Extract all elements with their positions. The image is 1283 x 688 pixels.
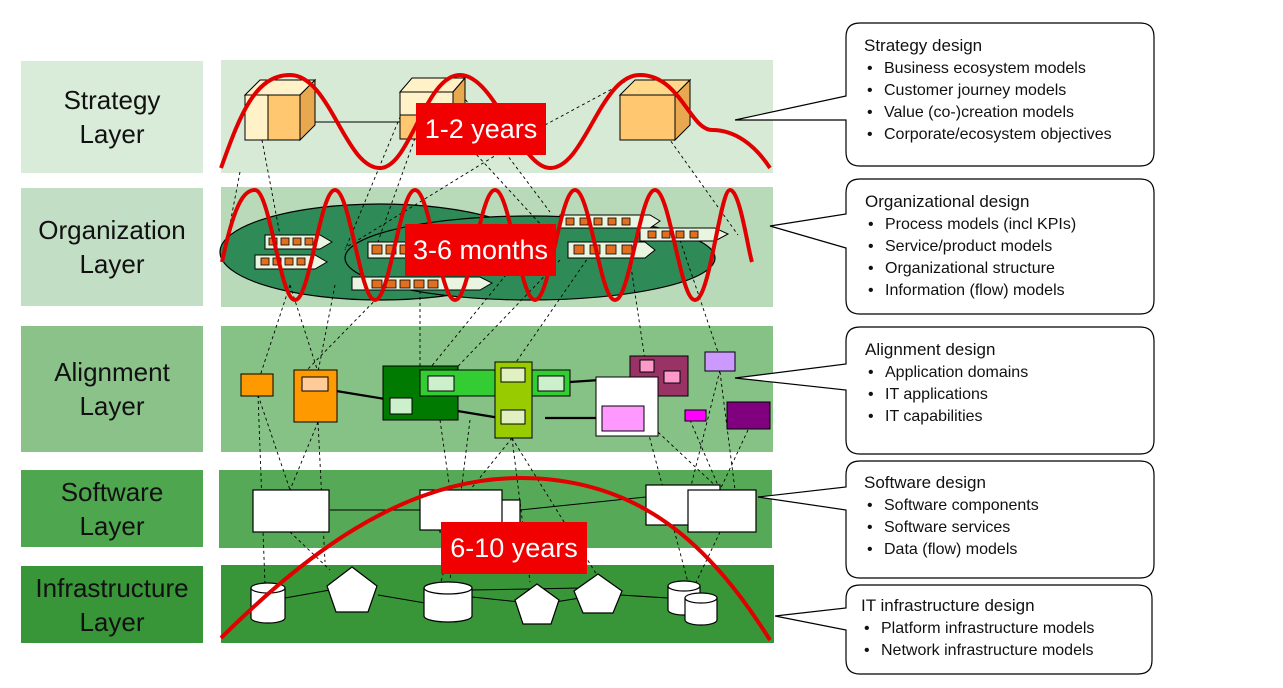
callout-item: Network infrastructure models bbox=[861, 640, 1146, 662]
alignment-label-line1: Alignment bbox=[54, 357, 170, 387]
callout-item: Software components bbox=[864, 495, 1149, 517]
cycle-curves bbox=[219, 72, 772, 642]
callout-item: Platform infrastructure models bbox=[861, 618, 1146, 640]
layer-label-alignment: Alignment Layer bbox=[21, 326, 203, 452]
app-magenta bbox=[684, 409, 707, 422]
badge-organization-cycle: 3-6 months bbox=[405, 224, 556, 276]
callout-software: Software design Software components Soft… bbox=[864, 472, 1149, 561]
callout-item: Organizational structure bbox=[865, 258, 1150, 280]
organization-wave bbox=[220, 187, 754, 303]
solid-links bbox=[284, 121, 669, 604]
layer-label-organization: Organization Layer bbox=[21, 188, 203, 306]
app-orange-small bbox=[240, 373, 274, 397]
callout-title: Organizational design bbox=[865, 192, 1030, 211]
infrastructure-arc bbox=[219, 475, 772, 642]
callout-item: Application domains bbox=[865, 362, 1150, 384]
strategy-label-line2: Layer bbox=[79, 119, 145, 149]
callout-alignment: Alignment design Application domains IT … bbox=[865, 339, 1150, 428]
callout-title: IT infrastructure design bbox=[861, 596, 1035, 615]
software-label-line1: Software bbox=[60, 476, 164, 507]
software-components bbox=[252, 484, 757, 533]
organization-label-line1: Organization bbox=[38, 215, 186, 245]
callout-item: Software services bbox=[864, 517, 1149, 539]
cylinder-icons bbox=[250, 580, 718, 626]
pentagon-icons bbox=[326, 566, 623, 625]
software-label-line2: Layer bbox=[79, 510, 145, 541]
layer-label-strategy: Strategy Layer bbox=[21, 61, 203, 173]
badge-infrastructure-cycle: 6-10 years bbox=[441, 522, 587, 574]
layer-label-software: Software Layer bbox=[21, 470, 203, 547]
cube-icon-left bbox=[243, 78, 317, 142]
callout-item: IT capabilities bbox=[865, 406, 1150, 428]
strategy-wave bbox=[219, 72, 772, 171]
callout-title: Alignment design bbox=[865, 340, 996, 359]
badge-strategy-cycle: 1-2 years bbox=[416, 103, 546, 155]
callout-item: Process models (incl KPIs) bbox=[865, 214, 1150, 236]
callout-item: Business ecosystem models bbox=[864, 58, 1149, 80]
callout-item: Service/product models bbox=[865, 236, 1150, 258]
callout-item: IT applications bbox=[865, 384, 1150, 406]
callout-strategy: Strategy design Business ecosystem model… bbox=[864, 35, 1149, 146]
alignment-label-line2: Layer bbox=[79, 391, 145, 421]
callout-organization: Organizational design Process models (in… bbox=[865, 191, 1150, 302]
callout-item: Corporate/ecosystem objectives bbox=[864, 124, 1149, 146]
app-purple bbox=[726, 401, 771, 430]
layer-label-infrastructure: Infrastructure Layer bbox=[21, 566, 203, 643]
callout-item: Information (flow) models bbox=[865, 280, 1150, 302]
callout-title: Strategy design bbox=[864, 36, 983, 55]
infrastructure-label-line1: Infrastructure bbox=[35, 572, 189, 603]
app-lavender bbox=[704, 351, 736, 372]
callout-item: Value (co-)creation models bbox=[864, 102, 1149, 124]
infrastructure-label-line2: Layer bbox=[79, 606, 145, 637]
strategy-label-line1: Strategy bbox=[63, 85, 161, 115]
alignment-blocks bbox=[240, 351, 771, 439]
organization-label-line2: Layer bbox=[79, 249, 145, 279]
callout-item: Customer journey models bbox=[864, 80, 1149, 102]
cube-icon-right bbox=[618, 78, 692, 142]
callout-item: Data (flow) models bbox=[864, 539, 1149, 561]
callout-infrastructure: IT infrastructure design Platform infras… bbox=[861, 595, 1146, 662]
callout-title: Software design bbox=[864, 473, 986, 492]
